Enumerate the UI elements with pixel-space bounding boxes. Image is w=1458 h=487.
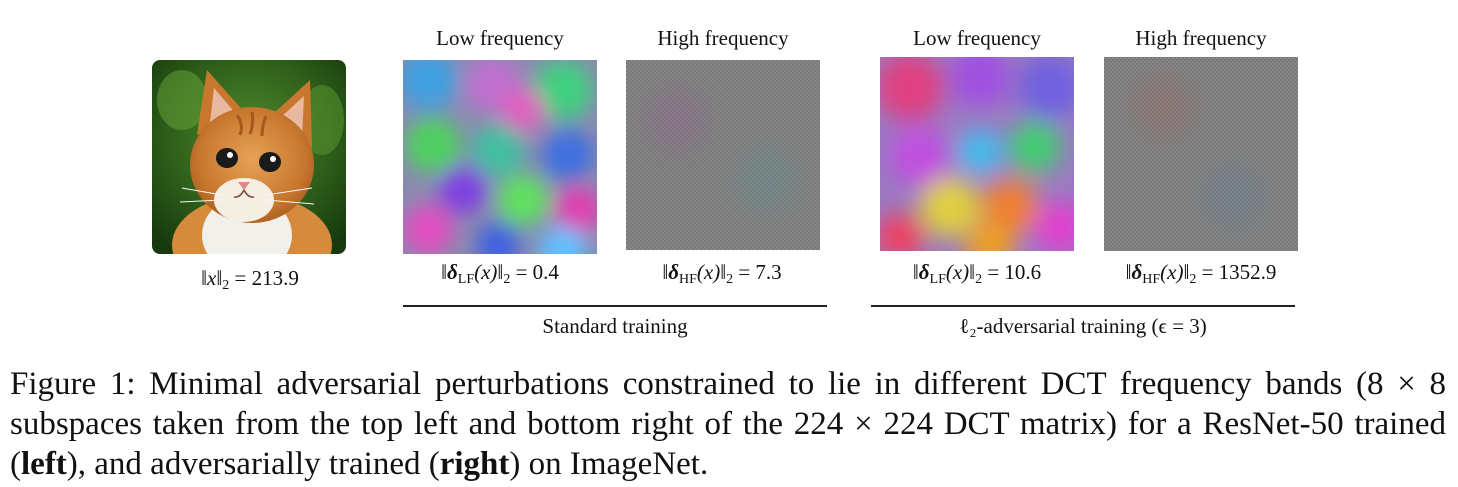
standard-group-label: Standard training [542, 314, 688, 338]
std-low-heading: Low frequency [436, 26, 564, 50]
kitten-norm: ‖x‖2 = 213.9 [201, 266, 299, 293]
adv-low-blobs [880, 57, 1074, 251]
standard-group-rule [403, 305, 827, 307]
std-high-perturbation-image [626, 60, 820, 250]
caption-text-1: Figure 1: Minimal adversarial perturbati… [10, 366, 1446, 482]
adv-low-heading: Low frequency [913, 26, 1041, 50]
std-high-heading: High frequency [657, 26, 789, 50]
adversarial-group-rule [871, 305, 1295, 307]
std-high-noise [626, 60, 820, 250]
std-low-norm: ‖δLF(x)‖2 = 0.4 [441, 260, 559, 287]
kitten-image [152, 60, 346, 254]
caption-text-3: ) on ImageNet. [509, 446, 709, 482]
std-low-blobs [403, 60, 597, 254]
adv-high-heading: High frequency [1135, 26, 1267, 50]
figure-caption: Figure 1: Minimal adversarial perturbati… [10, 364, 1446, 484]
adversarial-group-label: ℓ₂-adversarial training (ϵ = 3) [959, 314, 1207, 338]
caption-bold-right: right [439, 446, 510, 482]
kitten-illustration [152, 60, 346, 254]
adv-high-norm: ‖δHF(x)‖2 = 1352.9 [1125, 260, 1277, 287]
adv-high-perturbation-image [1104, 57, 1298, 251]
caption-text-2: ), and adversarially trained ( [66, 446, 440, 482]
adv-low-perturbation-image [880, 57, 1074, 251]
std-low-perturbation-image [403, 60, 597, 254]
adv-high-noise [1104, 57, 1298, 251]
std-high-norm: ‖δHF(x)‖2 = 7.3 [662, 260, 782, 287]
caption-bold-left: left [21, 446, 67, 482]
adv-low-norm: ‖δLF(x)‖2 = 10.6 [912, 260, 1042, 287]
